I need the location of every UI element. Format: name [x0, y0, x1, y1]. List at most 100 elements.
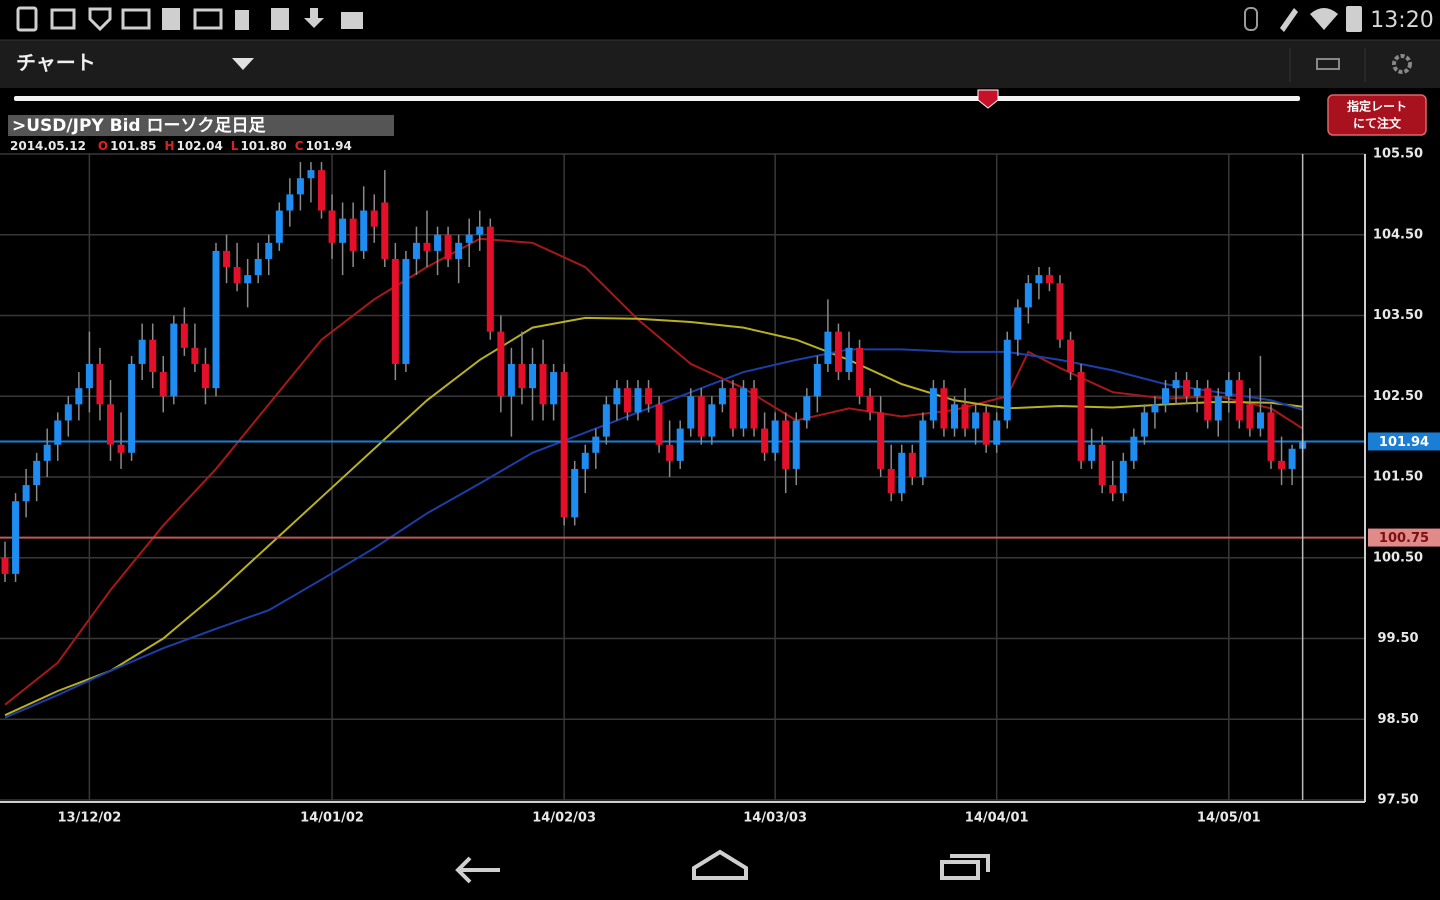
candle-body	[43, 444, 51, 461]
candle-body	[1267, 412, 1275, 461]
y-tick-label: 98.50	[1377, 712, 1418, 727]
recents-button[interactable]	[940, 854, 990, 880]
y-tick-label: 104.50	[1373, 227, 1423, 242]
status-icons	[16, 6, 1362, 32]
y-tick-label: 105.50	[1373, 147, 1423, 162]
candle-body	[1109, 485, 1117, 494]
candle-body	[951, 404, 958, 429]
ohlc-date: 2014.05.12	[10, 139, 86, 153]
candle-body	[349, 218, 357, 251]
candle-body	[1140, 412, 1148, 437]
candle-body	[1077, 372, 1085, 461]
window-icon[interactable]	[1316, 58, 1340, 70]
candle-body	[1214, 396, 1222, 421]
candle-body	[560, 372, 568, 518]
candle-body	[750, 388, 758, 429]
candle-body	[1162, 388, 1169, 405]
order-button[interactable]: 指定レート にて注文	[1327, 94, 1427, 136]
candle-body	[972, 412, 980, 429]
app-title[interactable]: チャート	[16, 51, 96, 75]
back-button[interactable]	[455, 856, 500, 884]
candle-body	[54, 420, 62, 445]
candle-body	[191, 347, 199, 364]
candle-body	[1193, 388, 1201, 397]
x-tick-label: 14/03/03	[743, 811, 807, 826]
candle-body	[381, 202, 389, 259]
price-label-box	[1368, 528, 1440, 547]
candle-body	[782, 420, 790, 469]
y-tick-label: 97.50	[1377, 793, 1418, 808]
x-tick-label: 14/01/02	[300, 811, 364, 826]
candle-body	[697, 396, 705, 437]
candle-body	[623, 388, 631, 413]
candle-body	[676, 428, 684, 461]
candle-body	[961, 404, 969, 429]
candle-body	[180, 323, 188, 348]
settings-icon[interactable]	[1392, 54, 1412, 74]
candle-body	[1024, 283, 1032, 308]
candle-body	[1278, 460, 1286, 469]
candle-body	[571, 468, 579, 518]
candle-body	[1225, 380, 1233, 397]
candle-body	[328, 210, 336, 243]
chart-title: >USD/JPY Bid ローソク足日足	[12, 116, 266, 136]
candle-body	[1067, 339, 1075, 373]
x-tick-label: 14/04/01	[965, 811, 1029, 826]
candle-body	[529, 363, 536, 389]
candle-body	[1088, 444, 1096, 461]
order-button-label[interactable]: 指定レート	[1347, 99, 1407, 114]
ohlc-value: 102.04	[176, 139, 222, 153]
ohlc-key: C	[295, 139, 304, 153]
candle-body	[1130, 436, 1138, 461]
candle-body	[507, 363, 515, 397]
ohlc-value: 101.94	[306, 139, 352, 153]
dropdown-arrow[interactable]	[232, 58, 254, 70]
candle-body	[898, 452, 906, 494]
candle-body	[645, 388, 653, 405]
candle-body	[729, 388, 737, 429]
candle-body	[12, 501, 20, 574]
candle-body	[982, 412, 990, 445]
candle-body	[1035, 275, 1043, 284]
candle-body	[708, 404, 716, 437]
candle-body	[275, 210, 283, 243]
ohlc-value: 101.85	[110, 139, 156, 153]
candle-body	[550, 372, 558, 405]
candle-body	[149, 339, 157, 373]
candle-body	[761, 428, 769, 453]
candle-body	[296, 178, 304, 195]
x-tick-label: 14/05/01	[1197, 811, 1261, 826]
order-button-label[interactable]: にて注文	[1353, 116, 1402, 131]
candle-body	[107, 404, 114, 445]
candle-body	[233, 267, 241, 284]
y-tick-label: 103.50	[1373, 308, 1423, 323]
candle-body	[518, 363, 526, 389]
ohlc-info: 2014.05.12 O 101.85 H 102.04 L 101.80 C 101.94	[10, 139, 352, 153]
candle-body	[402, 258, 410, 364]
candle-body	[1098, 444, 1106, 486]
candle-body	[223, 250, 231, 268]
candle-body	[866, 396, 874, 413]
candle-body	[1235, 380, 1243, 421]
candle-body	[486, 226, 494, 332]
candle-body	[908, 452, 916, 477]
candle-body	[803, 396, 811, 421]
ohlc-value: 101.80	[240, 139, 286, 153]
candle-body	[412, 242, 420, 259]
app-bar	[0, 40, 1440, 88]
home-button[interactable]	[692, 849, 748, 880]
candle-body	[740, 388, 747, 429]
slider-track[interactable]	[14, 96, 1300, 101]
y-tick-label: 100.50	[1373, 550, 1423, 565]
candle-body	[254, 258, 262, 276]
candle-body	[265, 242, 273, 259]
candle-body	[813, 363, 821, 397]
candle-body	[159, 372, 167, 397]
candle-body	[771, 420, 779, 453]
clock: 13:20	[1370, 8, 1433, 33]
slider-thumb[interactable]	[977, 89, 999, 109]
moving-average	[4, 316, 1303, 717]
candle-body	[824, 331, 832, 364]
candle-body	[1204, 388, 1212, 421]
